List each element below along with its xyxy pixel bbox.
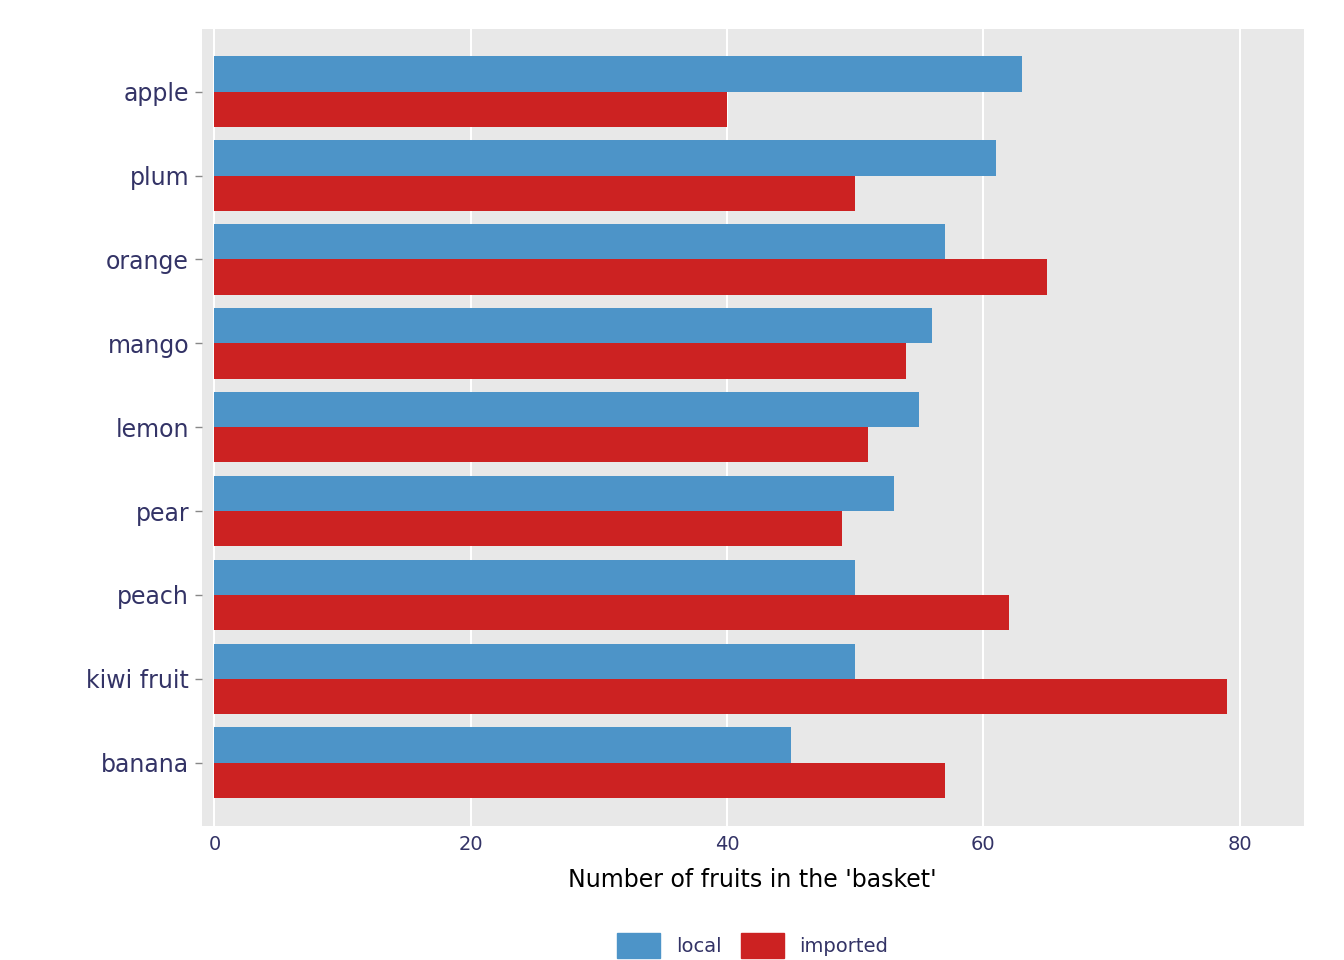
X-axis label: Number of fruits in the 'basket': Number of fruits in the 'basket' xyxy=(569,868,937,892)
Bar xyxy=(215,427,868,463)
Bar xyxy=(215,140,996,176)
Bar xyxy=(215,308,931,344)
Bar xyxy=(215,92,727,127)
Bar xyxy=(215,344,906,378)
Bar xyxy=(215,57,1021,92)
Bar xyxy=(215,762,945,798)
Bar xyxy=(215,176,855,211)
Legend: local, imported: local, imported xyxy=(607,923,898,960)
Bar xyxy=(215,225,945,259)
Bar xyxy=(215,643,855,679)
Bar xyxy=(215,679,1227,714)
Bar xyxy=(215,392,919,427)
Bar xyxy=(215,595,1009,630)
Bar xyxy=(215,560,855,595)
Bar xyxy=(215,259,1047,295)
Bar xyxy=(215,511,843,546)
Bar xyxy=(215,728,792,762)
Bar xyxy=(215,476,894,511)
